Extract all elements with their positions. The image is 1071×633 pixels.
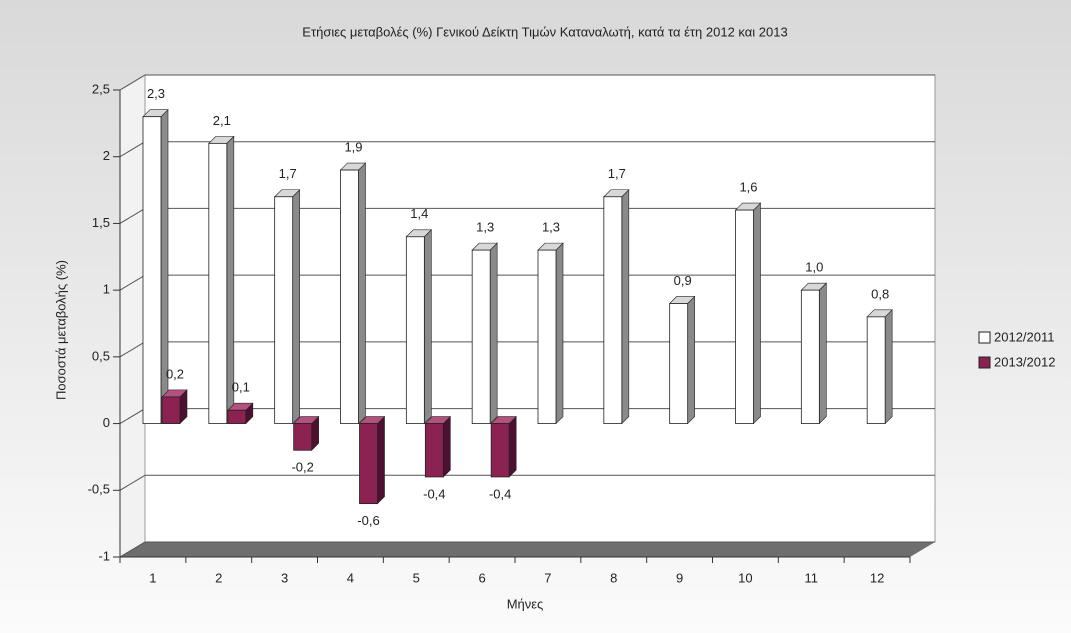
y-axis-title: Ποσοστά μεταβολής (%) [53, 260, 68, 400]
grid-line-side [119, 408, 146, 425]
floor [120, 542, 935, 557]
bar [424, 423, 444, 478]
x-tick-label: 11 [805, 570, 819, 585]
y-tick-label: 1,5 [92, 215, 110, 230]
x-tick-label: 3 [281, 570, 288, 585]
x-tick-label: 10 [738, 570, 752, 585]
bar-side [424, 229, 432, 425]
value-label: 1,6 [739, 180, 757, 195]
x-tick-label: 5 [413, 570, 420, 585]
x-tick-label: 7 [544, 570, 551, 585]
bar [669, 303, 689, 424]
bar [490, 423, 510, 478]
legend-swatch [978, 356, 991, 369]
value-label: -0,4 [423, 486, 445, 501]
grid-line-side [119, 341, 146, 358]
x-tick-label: 1 [149, 570, 156, 585]
x-tick-label: 8 [610, 570, 617, 585]
bar-side [555, 242, 564, 425]
value-label: -0,2 [291, 460, 313, 475]
value-label: 1,0 [805, 260, 823, 275]
bar-side [819, 282, 827, 425]
chart-title: Ετήσιες μεταβολές (%) Γενικού Δείκτη Τιμ… [302, 24, 787, 39]
bar [800, 289, 820, 424]
value-label: 2,3 [147, 86, 165, 101]
bar [537, 249, 557, 424]
x-axis-title: Μήνες [507, 596, 544, 611]
bar [359, 423, 378, 505]
bar-side [753, 202, 761, 425]
legend-swatch [978, 331, 991, 344]
grid-line-side [119, 141, 146, 158]
y-tick-label: 0,5 [92, 348, 110, 363]
y-tick-label: 1 [103, 282, 110, 297]
bar-side [292, 189, 300, 425]
side-wall [119, 74, 146, 558]
value-label: 1,3 [476, 220, 494, 235]
bar [161, 396, 181, 424]
y-tick-label: 2,5 [92, 81, 110, 96]
bar [405, 236, 425, 424]
x-tick-label: 9 [676, 570, 683, 585]
bar [866, 316, 886, 424]
bar-side [377, 415, 385, 505]
value-label: -0,6 [357, 513, 379, 528]
y-tick-label: 0 [103, 415, 110, 430]
value-label: 0,8 [871, 286, 889, 301]
bar-side [358, 162, 366, 425]
bar [735, 209, 754, 424]
grid-line-side [119, 541, 146, 558]
grid-line-side [119, 274, 146, 291]
bar-side [621, 189, 630, 425]
bar [340, 169, 359, 424]
value-label: 1,7 [608, 166, 626, 181]
bar-side [489, 242, 498, 425]
x-tick-label: 6 [478, 570, 485, 585]
bar [142, 116, 162, 424]
bar-side [687, 295, 695, 425]
y-tick-label: -1 [98, 548, 110, 563]
bar-side [884, 309, 893, 425]
bar [227, 409, 247, 424]
grid-line-side [119, 74, 146, 91]
grid-line-side [119, 207, 146, 224]
value-label: 1,9 [344, 139, 362, 154]
x-tick-label: 2 [215, 570, 222, 585]
value-label: 0,2 [166, 366, 184, 381]
value-label: 1,3 [542, 220, 560, 235]
value-label: 1,4 [410, 206, 428, 221]
bar [274, 196, 294, 424]
x-tick-label: 12 [870, 570, 884, 585]
bar [471, 249, 491, 424]
bar-side [508, 415, 517, 478]
x-tick-label: 4 [347, 570, 354, 585]
bar-side [443, 415, 451, 478]
value-label: 0,9 [674, 273, 692, 288]
value-label: -0,4 [489, 486, 511, 501]
value-label: 1,7 [279, 166, 297, 181]
bar [208, 142, 228, 424]
y-tick-label: -0,5 [88, 482, 110, 497]
y-tick-label: 2 [103, 148, 110, 163]
grid-line-side [119, 474, 146, 491]
legend-label: 2013/2012 [994, 354, 1055, 369]
value-label: 0,1 [232, 380, 250, 395]
value-label: 2,1 [213, 113, 231, 128]
legend-label: 2012/2011 [994, 329, 1055, 344]
bar [603, 196, 623, 424]
bar [293, 423, 313, 451]
